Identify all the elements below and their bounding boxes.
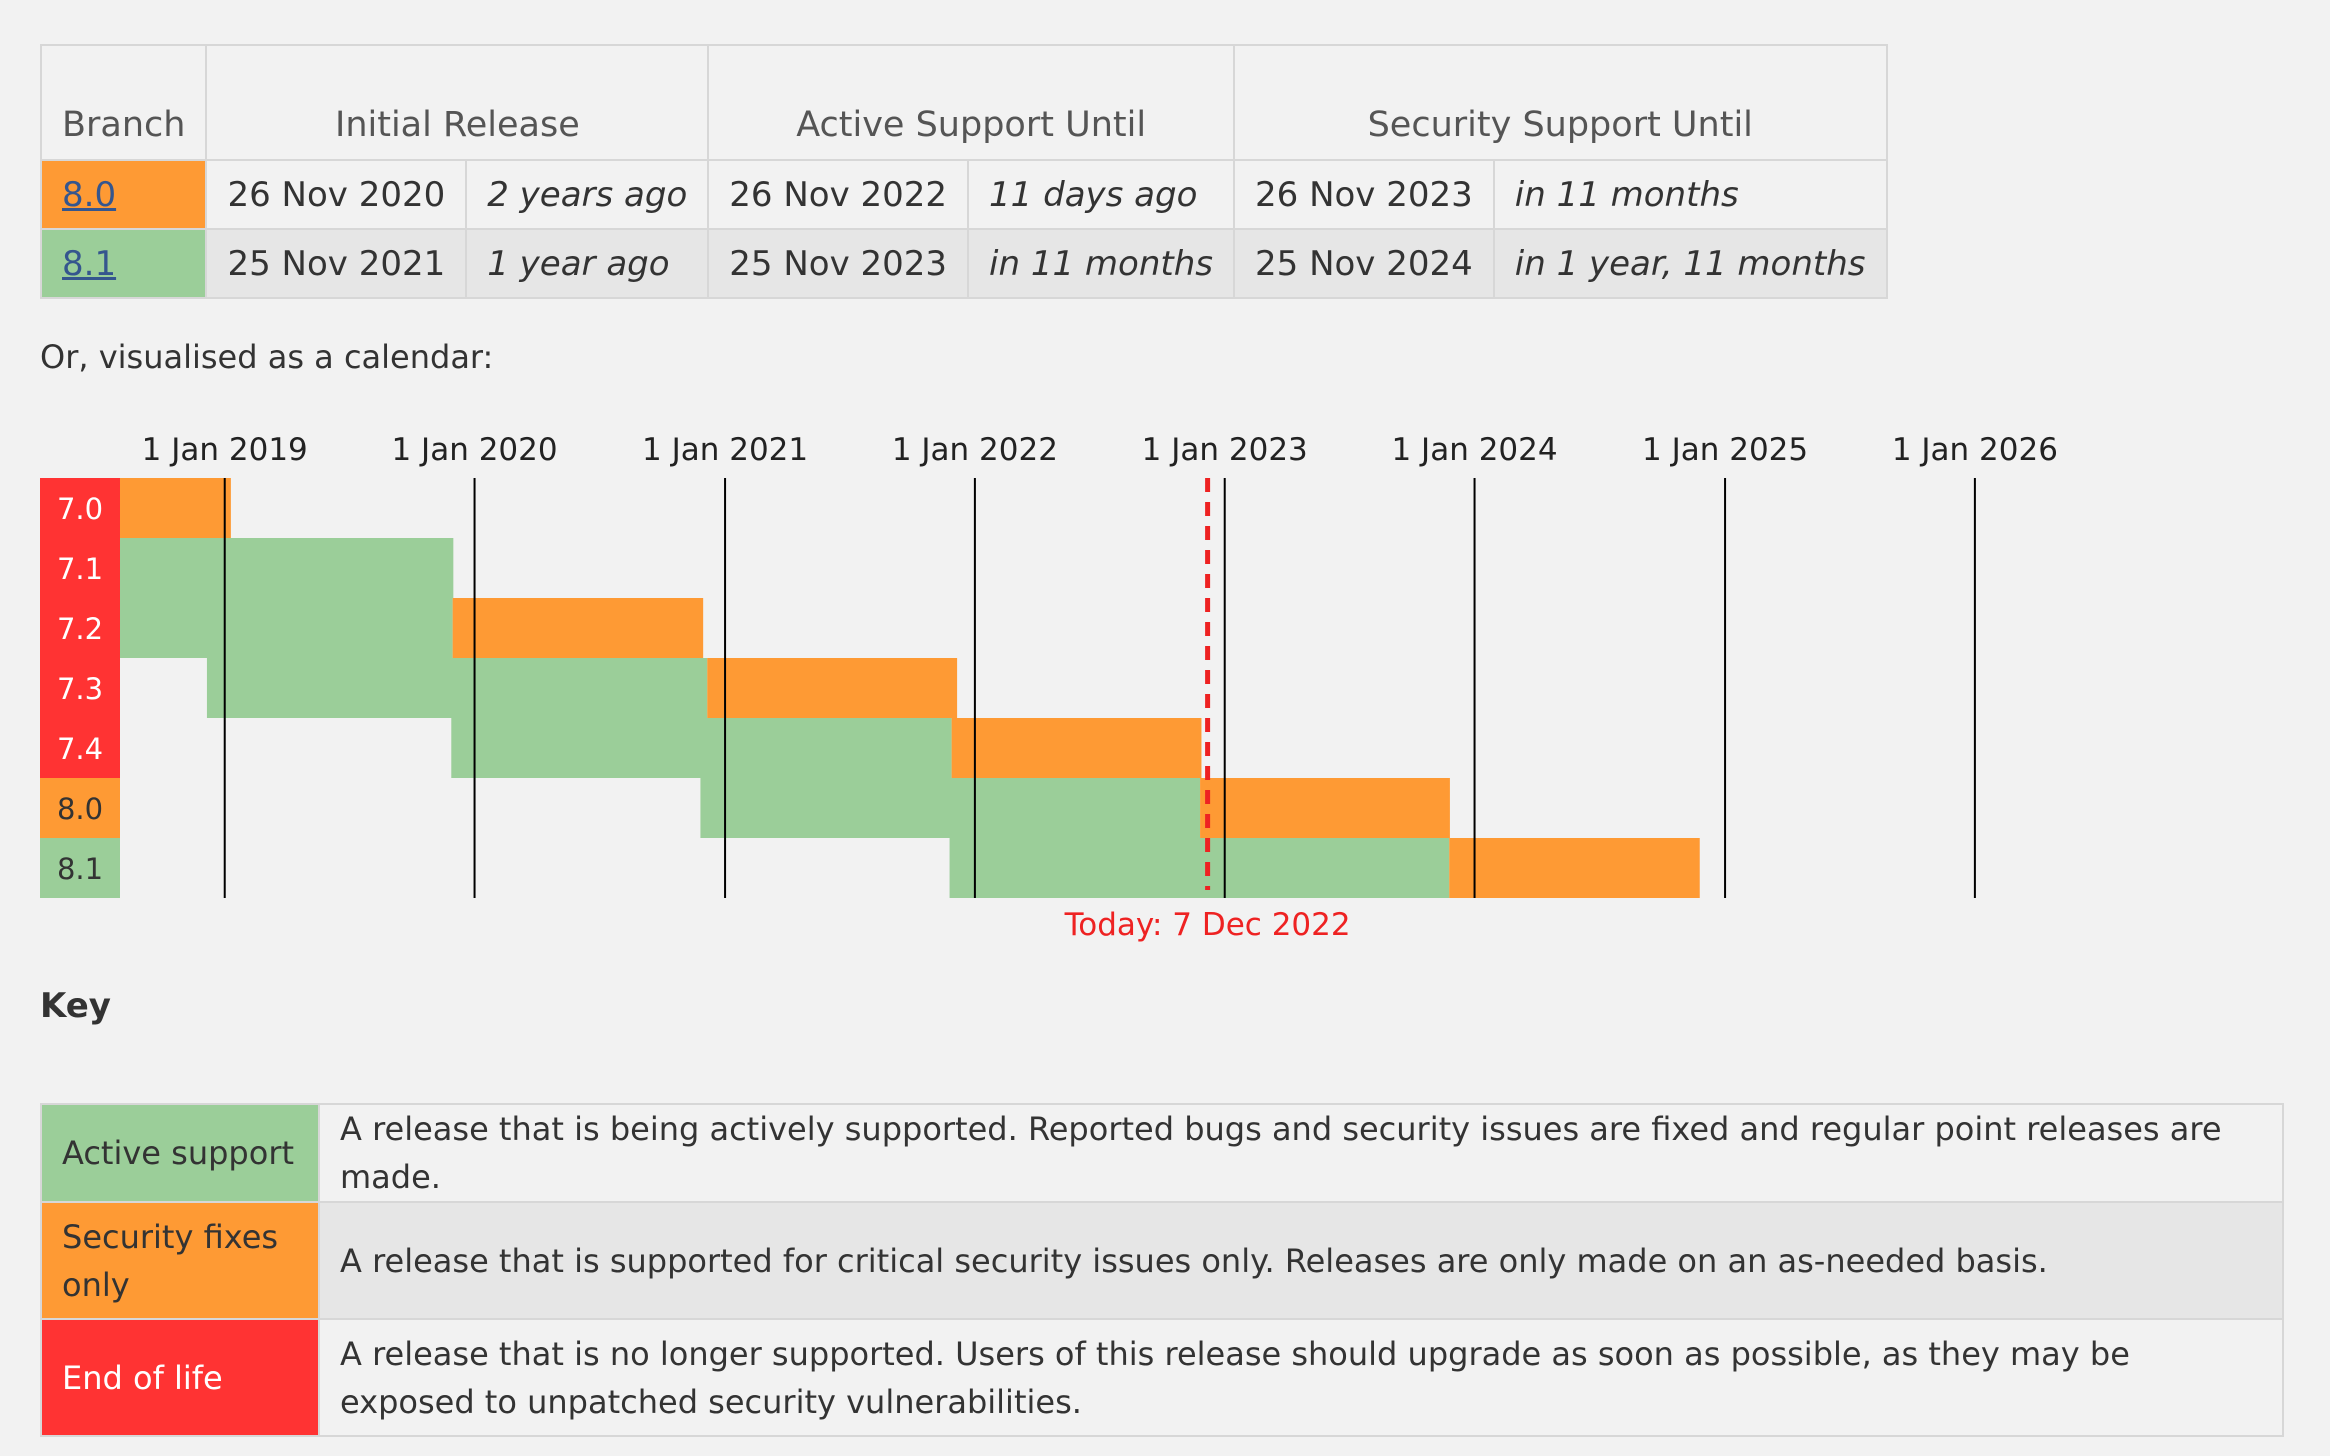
branch-label-bg bbox=[40, 838, 120, 898]
key-active-support: Active support bbox=[40, 1103, 320, 1203]
branch-label: 8.0 bbox=[57, 792, 103, 826]
year-label: 1 Jan 2020 bbox=[391, 432, 557, 468]
header-security-support: Security Support Until bbox=[1233, 44, 1888, 161]
branch-label: 7.1 bbox=[57, 552, 103, 586]
active-support-bar bbox=[206, 658, 708, 718]
branch-label-bg bbox=[40, 598, 120, 658]
branch-cell: 8.0 bbox=[39, 159, 208, 230]
branch-label: 8.1 bbox=[57, 852, 103, 886]
header-initial-release: Initial Release bbox=[205, 44, 710, 161]
security-support-bar bbox=[1449, 838, 1700, 898]
active-relative: in 11 months bbox=[967, 228, 1235, 299]
branch-label: 7.3 bbox=[57, 672, 103, 706]
relative-text: in 11 months bbox=[1514, 174, 1739, 215]
key-description: A release that is supported for critical… bbox=[318, 1201, 2284, 1320]
key-description: A release that is being actively support… bbox=[318, 1103, 2284, 1203]
relative-text: 1 year ago bbox=[487, 243, 670, 284]
initial-relative: 2 years ago bbox=[465, 159, 710, 230]
key-description: A release that is no longer supported. U… bbox=[318, 1318, 2284, 1437]
table-row: 8.1 25 Nov 2021 1 year ago 25 Nov 2023 i… bbox=[39, 228, 1888, 299]
branch-label: 7.4 bbox=[57, 732, 103, 766]
key-table: Active support A release that is being a… bbox=[40, 1103, 2284, 1437]
security-support-bar bbox=[1200, 778, 1450, 838]
year-label: 1 Jan 2019 bbox=[142, 432, 308, 468]
today-label: Today: 7 Dec 2022 bbox=[1064, 907, 1351, 943]
supported-versions-table: Branch Initial Release Active Support Un… bbox=[39, 44, 1888, 299]
release-calendar-chart: 7.0 7.1 7.2 7.3 7.4 8.0 8.1 1 Jan 2019 1 Jan 202… bbox=[40, 432, 2058, 943]
active-relative: 11 days ago bbox=[967, 159, 1235, 230]
key-row: Active support A release that is being a… bbox=[40, 1103, 2284, 1203]
year-label: 1 Jan 2026 bbox=[1892, 432, 2058, 468]
security-relative: in 11 months bbox=[1492, 159, 1888, 230]
active-support-bar bbox=[949, 838, 1450, 898]
key-end-of-life: End of life bbox=[40, 1318, 320, 1437]
key-title: Key bbox=[40, 986, 111, 1026]
year-label: 1 Jan 2023 bbox=[1142, 432, 1308, 468]
header-active-support: Active Support Until bbox=[707, 44, 1235, 161]
year-label: 1 Jan 2022 bbox=[892, 432, 1058, 468]
key-row: Security fixes only A release that is su… bbox=[40, 1201, 2284, 1320]
key-row: End of life A release that is no longer … bbox=[40, 1318, 2284, 1437]
branch-label-bg bbox=[40, 538, 120, 598]
initial-date: 25 Nov 2021 bbox=[205, 228, 468, 299]
active-support-bar bbox=[451, 718, 952, 778]
security-support-bar bbox=[951, 718, 1202, 778]
branch-cell: 8.1 bbox=[39, 228, 208, 299]
key-security-fixes: Security fixes only bbox=[40, 1201, 320, 1320]
year-label: 1 Jan 2021 bbox=[642, 432, 808, 468]
active-date: 26 Nov 2022 bbox=[707, 159, 970, 230]
relative-text: in 11 months bbox=[989, 243, 1213, 284]
branch-label-bg bbox=[40, 778, 120, 838]
header-branch: Branch bbox=[39, 44, 208, 161]
table-row: 8.0 26 Nov 2020 2 years ago 26 Nov 2022 … bbox=[39, 159, 1888, 230]
active-support-bar bbox=[120, 538, 454, 598]
branch-label-bg bbox=[40, 658, 120, 718]
branch-label: 7.2 bbox=[57, 612, 103, 646]
security-support-bar bbox=[707, 658, 958, 718]
security-support-bar bbox=[120, 478, 231, 538]
branch-label-bg bbox=[40, 718, 120, 778]
security-relative: in 1 year, 11 months bbox=[1492, 228, 1888, 299]
security-date: 26 Nov 2023 bbox=[1233, 159, 1495, 230]
branch-label: 7.0 bbox=[57, 492, 103, 526]
initial-relative: 1 year ago bbox=[465, 228, 710, 299]
branch-label-bg bbox=[40, 478, 120, 538]
relative-text: in 1 year, 11 months bbox=[1514, 243, 1866, 284]
active-date: 25 Nov 2023 bbox=[707, 228, 970, 299]
branch-link[interactable]: 8.1 bbox=[62, 243, 117, 284]
calendar-caption: Or, visualised as a calendar: bbox=[40, 338, 494, 376]
relative-text: 11 days ago bbox=[989, 174, 1198, 215]
active-support-bar bbox=[700, 778, 1201, 838]
security-support-bar bbox=[452, 598, 704, 658]
active-support-bar bbox=[120, 598, 453, 658]
security-date: 25 Nov 2024 bbox=[1233, 228, 1495, 299]
initial-date: 26 Nov 2020 bbox=[205, 159, 468, 230]
year-label: 1 Jan 2025 bbox=[1642, 432, 1808, 468]
table-header-row: Branch Initial Release Active Support Un… bbox=[39, 44, 1888, 161]
year-label: 1 Jan 2024 bbox=[1391, 432, 1557, 468]
branch-link[interactable]: 8.0 bbox=[62, 174, 117, 215]
relative-text: 2 years ago bbox=[487, 174, 688, 215]
